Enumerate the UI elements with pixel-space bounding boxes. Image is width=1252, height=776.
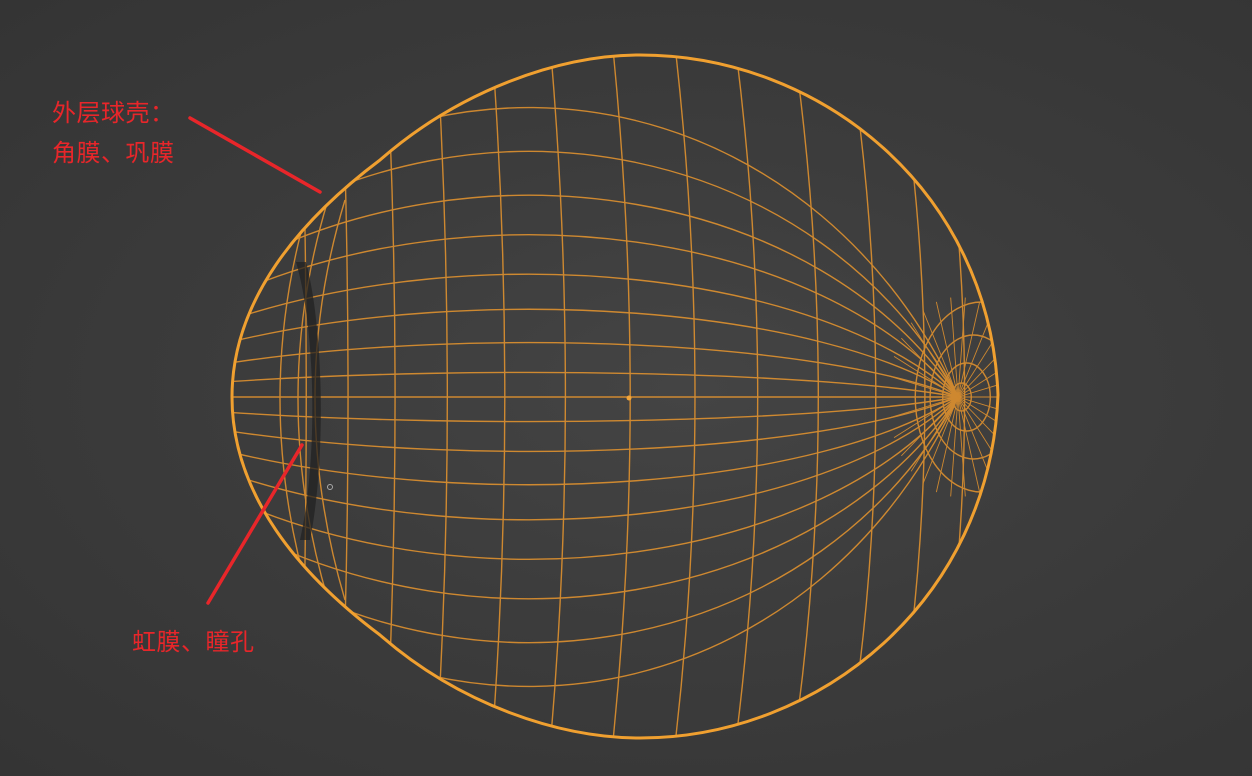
wire-pole-spoke [922, 310, 959, 398]
wire-pole-spoke [935, 396, 959, 493]
wire-pole-spoke [957, 396, 981, 493]
wire-pole-spoke [957, 396, 998, 457]
wire-meridian [299, 55, 307, 738]
outer-shell-pointer [188, 116, 322, 194]
iris-pupil-label: 虹膜、瞳孔 [132, 628, 255, 656]
wire-pole-spoke [901, 337, 959, 398]
wire-meridian [434, 55, 449, 738]
wire-parallel [232, 308, 959, 398]
wire-cornea-curve [279, 199, 311, 601]
wire-parallel [232, 396, 959, 486]
wire-meridian [891, 55, 926, 738]
wireframe-lines [232, 55, 998, 738]
wire-parallel [232, 396, 959, 688]
wire-parallel [232, 273, 959, 398]
wire-pole-spoke [893, 355, 959, 398]
wire-pole-spoke [957, 337, 998, 398]
wire-pole-spoke [957, 375, 998, 398]
wire-pole-spoke [889, 375, 959, 398]
wire-meridian [339, 55, 349, 738]
iris-pointer [206, 443, 304, 605]
wire-meridian [844, 55, 877, 738]
wire-pole-spoke [901, 396, 959, 457]
wire-parallel [232, 106, 959, 398]
wire-pole-spoke [957, 301, 981, 398]
wire-meridian [609, 55, 631, 738]
object-origin-dot [626, 395, 632, 401]
wire-pole-spoke [893, 396, 959, 439]
eyeball-outline [230, 53, 1000, 740]
wire-parallel [232, 396, 959, 453]
wire-parallel [232, 371, 959, 398]
wire-parallel [232, 396, 959, 600]
wire-parallel [232, 194, 959, 398]
wire-parallel [232, 396, 959, 521]
wire-meridian [671, 55, 696, 738]
small-vertex-dot [327, 484, 333, 490]
wire-parallel [232, 341, 959, 398]
wire-pole-spoke [957, 396, 966, 497]
wire-pole-spoke [910, 322, 959, 398]
wire-pole-spoke [935, 301, 959, 398]
wire-pole-spoke [957, 396, 998, 419]
wire-pole-spoke [957, 297, 966, 398]
outer-shell-label-line1: 外层球壳： [52, 99, 175, 127]
wire-meridian [384, 55, 396, 738]
wire-pole-spoke [957, 355, 998, 398]
wire-meridian [789, 55, 819, 738]
wire-parallel [232, 234, 959, 398]
wire-cornea-curve [297, 199, 329, 601]
wire-parallel [232, 150, 959, 398]
wire-parallel [232, 396, 959, 644]
outer-shell-label-line2: 角膜、巩膜 [52, 139, 175, 167]
outer-shell-label: 外层球壳： 角膜、巩膜 [52, 93, 175, 173]
wire-pole-spoke [957, 396, 998, 439]
wire-meridian [731, 55, 759, 738]
wire-pole-spoke [950, 396, 959, 497]
wire-parallel [232, 396, 959, 423]
wire-parallel [232, 396, 959, 560]
wire-pole-spoke [950, 297, 959, 398]
wire-pole-spoke [889, 396, 959, 419]
wire-pole-spoke [910, 396, 959, 472]
iris-band [296, 262, 321, 540]
wire-pole-spoke [922, 396, 959, 484]
wire-meridian [489, 55, 506, 738]
wire-meridian [547, 55, 567, 738]
